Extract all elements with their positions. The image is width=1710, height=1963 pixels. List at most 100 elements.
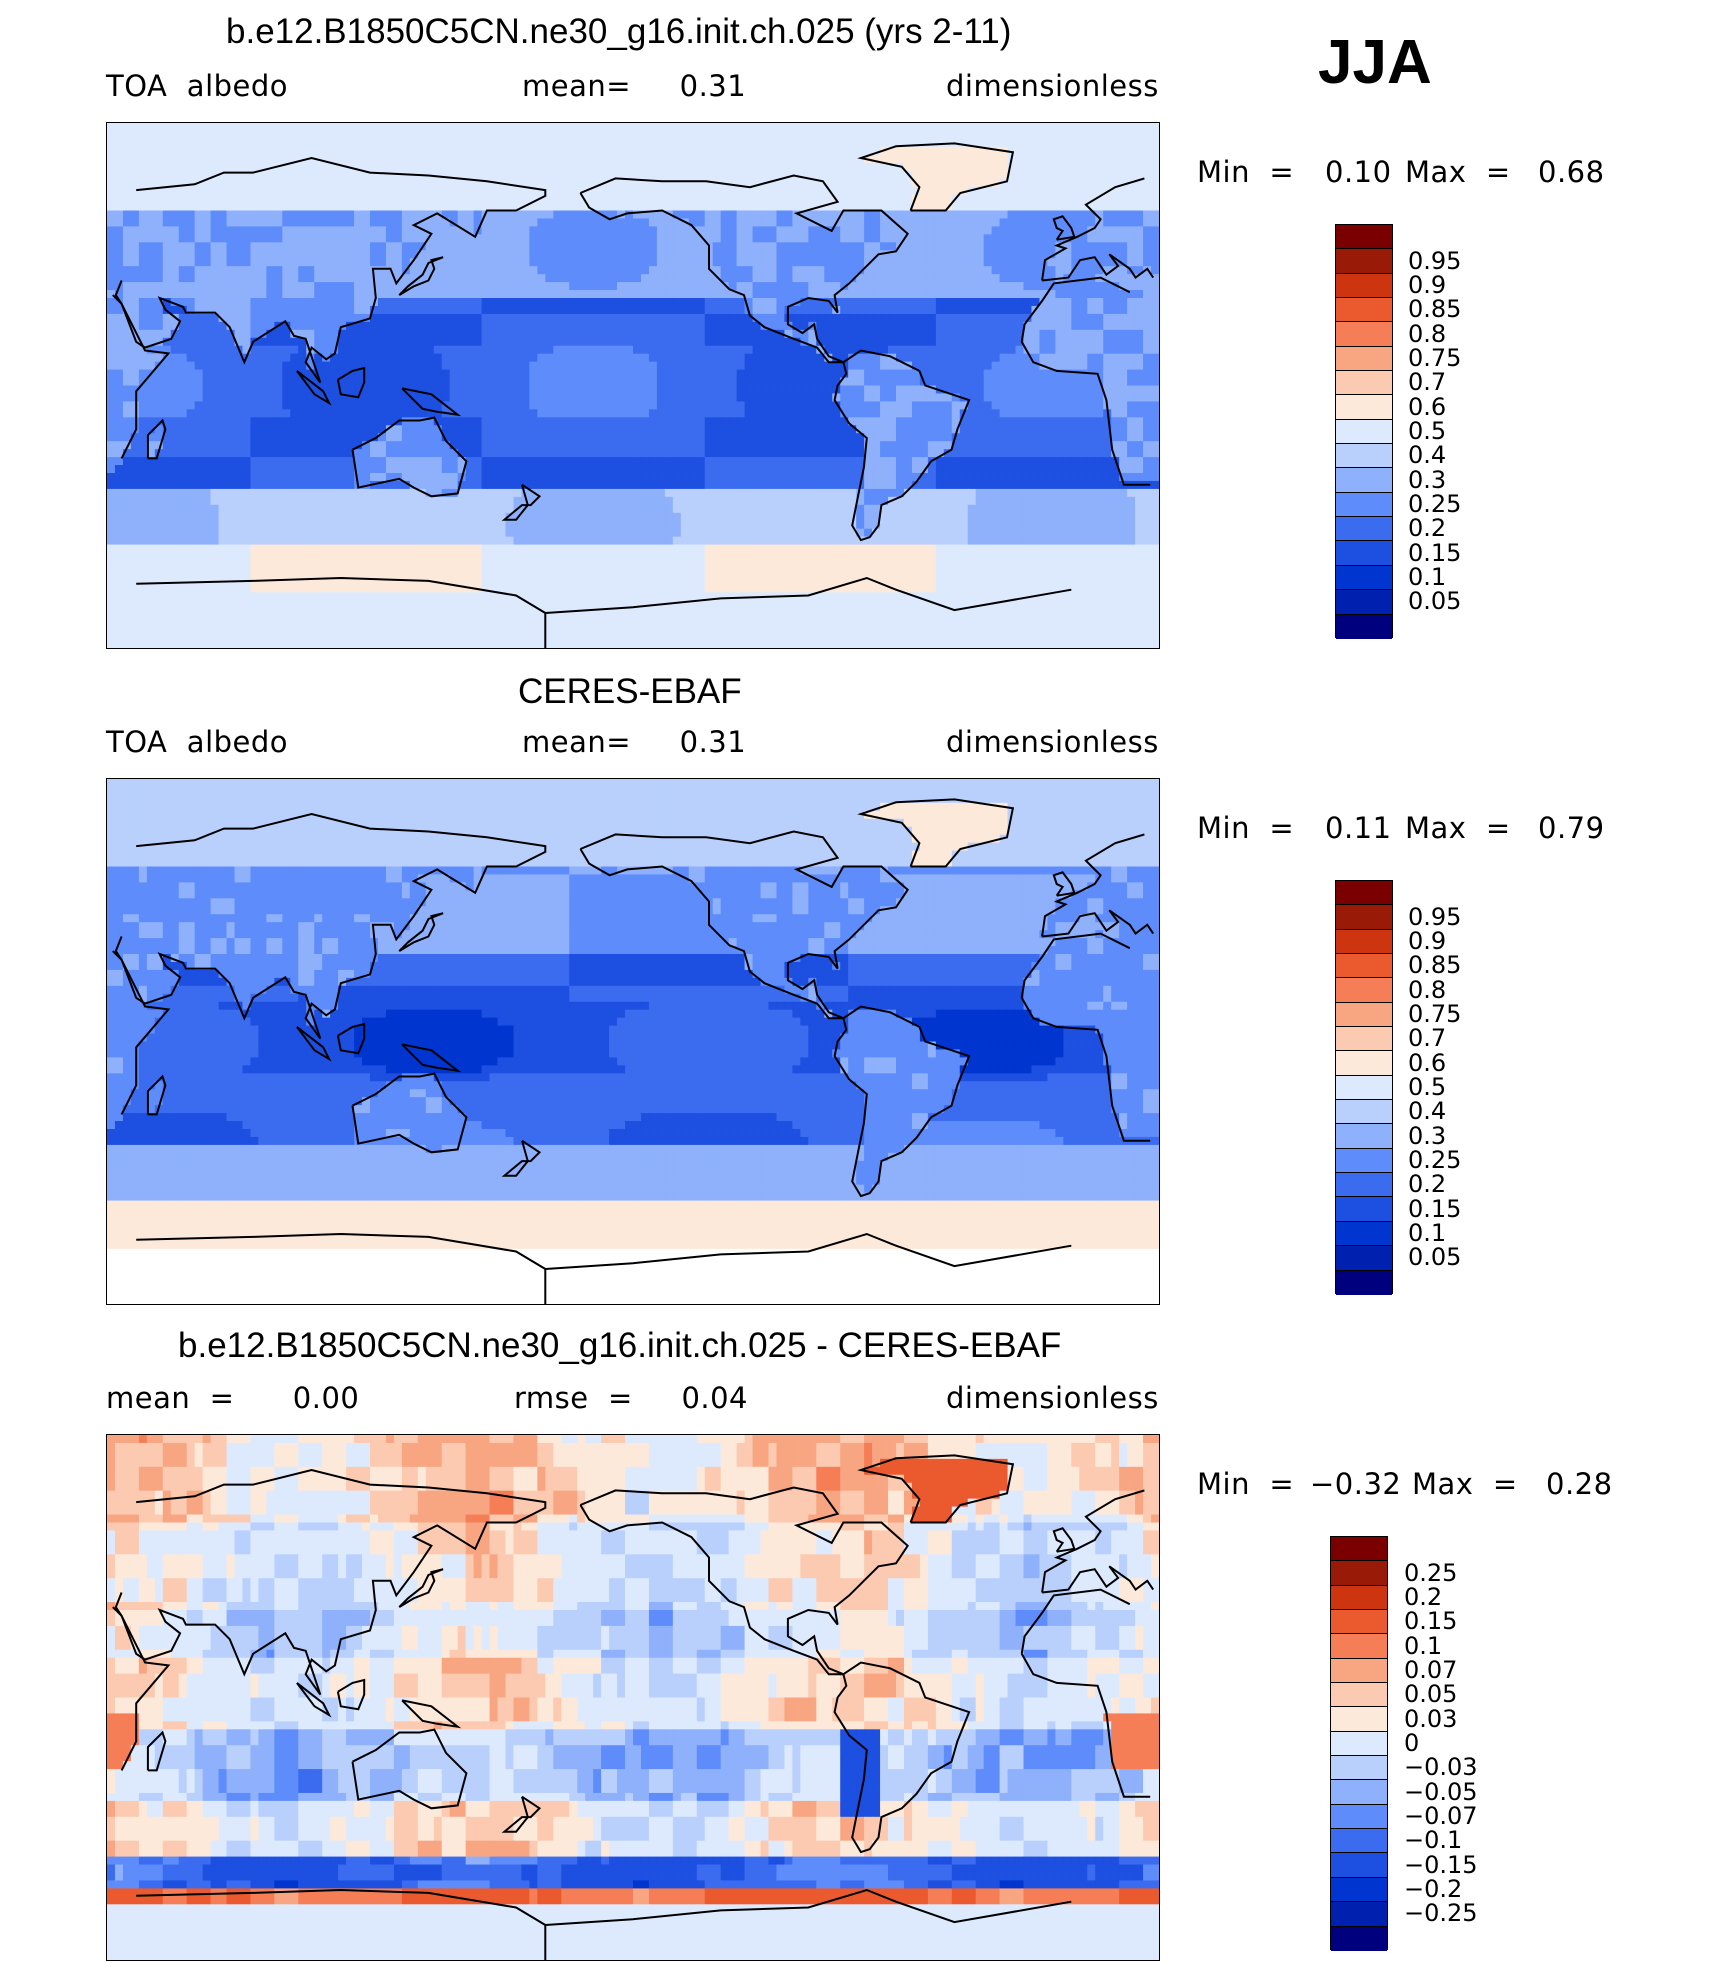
map-cell	[242, 401, 252, 410]
map-cell	[377, 146, 387, 156]
map-cell	[1039, 313, 1049, 323]
map-cell	[752, 305, 762, 315]
map-cell	[688, 321, 698, 331]
map-cell	[951, 393, 961, 402]
map-cell	[601, 385, 610, 395]
map-cell	[696, 186, 706, 196]
map-cell	[736, 154, 746, 164]
map-cell	[919, 417, 929, 426]
map-cell	[816, 282, 825, 291]
map-cell	[354, 337, 363, 347]
map-cell	[625, 178, 634, 188]
map-cell	[935, 123, 945, 132]
map-cell	[896, 409, 905, 418]
map-cell	[226, 329, 236, 339]
map-cell	[569, 369, 578, 379]
map-cell	[959, 274, 969, 283]
map-cell	[1103, 266, 1112, 275]
map-cell	[314, 417, 323, 426]
map-cell	[489, 298, 499, 307]
map-cell	[744, 290, 754, 299]
map-cell	[234, 258, 244, 267]
map-cell	[385, 146, 395, 156]
map-cell	[138, 329, 148, 339]
map-cell	[1127, 138, 1136, 148]
map-cell	[457, 393, 467, 402]
map-cell	[680, 369, 690, 379]
map-cell	[1071, 377, 1080, 387]
map-cell	[959, 258, 969, 267]
map-cell	[776, 409, 786, 418]
map-cell	[856, 226, 865, 235]
map-cell	[800, 321, 809, 331]
map-cell	[752, 130, 762, 140]
map-cell	[322, 226, 331, 235]
map-cell	[1039, 170, 1049, 180]
map-cell	[983, 258, 993, 267]
map-cell	[401, 417, 411, 426]
map-cell	[178, 313, 188, 323]
map-cell	[553, 154, 562, 164]
map-cell	[625, 337, 634, 347]
map-cell	[625, 170, 634, 180]
map-cell	[465, 258, 475, 267]
map-cell	[943, 298, 953, 307]
map-cell	[840, 170, 849, 180]
map-cell	[513, 266, 523, 275]
map-cell	[983, 305, 993, 315]
map-cell	[816, 393, 825, 402]
map-cell	[362, 337, 371, 347]
map-cell	[1103, 305, 1112, 315]
map-cell	[1047, 218, 1056, 227]
map-cell	[154, 170, 164, 180]
map-cell	[377, 369, 387, 379]
map-cell	[497, 305, 507, 315]
map-cell	[1127, 329, 1136, 339]
map-cell	[712, 353, 722, 363]
map-cell	[425, 313, 435, 323]
map-cell	[242, 250, 252, 259]
map-cell	[1151, 242, 1159, 251]
map-cell	[800, 146, 809, 156]
map-cell	[107, 369, 116, 379]
map-cell	[656, 409, 666, 418]
map-cell	[553, 282, 562, 291]
map-cell	[465, 194, 475, 204]
map-cell	[664, 186, 674, 196]
map-cell	[234, 377, 244, 387]
map-cell	[903, 353, 913, 363]
map-cell	[593, 146, 602, 156]
map-cell	[242, 417, 252, 426]
map-cell	[1031, 329, 1041, 339]
map-cell	[967, 194, 977, 204]
map-cell	[210, 321, 220, 331]
map-cell	[529, 266, 538, 275]
map-cell	[1015, 170, 1025, 180]
map-cell	[465, 178, 475, 188]
map-cell	[1023, 313, 1033, 323]
map-cell	[1055, 345, 1064, 355]
map-cell	[314, 218, 323, 227]
map-cell	[433, 369, 443, 379]
map-cell	[967, 218, 977, 227]
map-cell	[162, 218, 172, 227]
map-cell	[505, 178, 515, 188]
map-cell	[154, 218, 164, 227]
map-cell	[473, 361, 483, 371]
map-cell	[202, 202, 212, 212]
map-cell	[186, 361, 196, 371]
map-cell	[274, 385, 283, 395]
map-cell	[234, 353, 244, 363]
map-cell	[505, 242, 515, 251]
map-cell	[1079, 298, 1088, 307]
map-cell	[1079, 369, 1088, 379]
map-cell	[545, 345, 554, 355]
map-cell	[170, 282, 180, 291]
map-cell	[704, 170, 714, 180]
map-cell	[425, 250, 435, 259]
map-cell	[210, 290, 220, 299]
map-cell	[577, 170, 586, 180]
map-cell	[162, 146, 172, 156]
map-cell	[927, 154, 937, 164]
map-cell	[752, 345, 762, 355]
